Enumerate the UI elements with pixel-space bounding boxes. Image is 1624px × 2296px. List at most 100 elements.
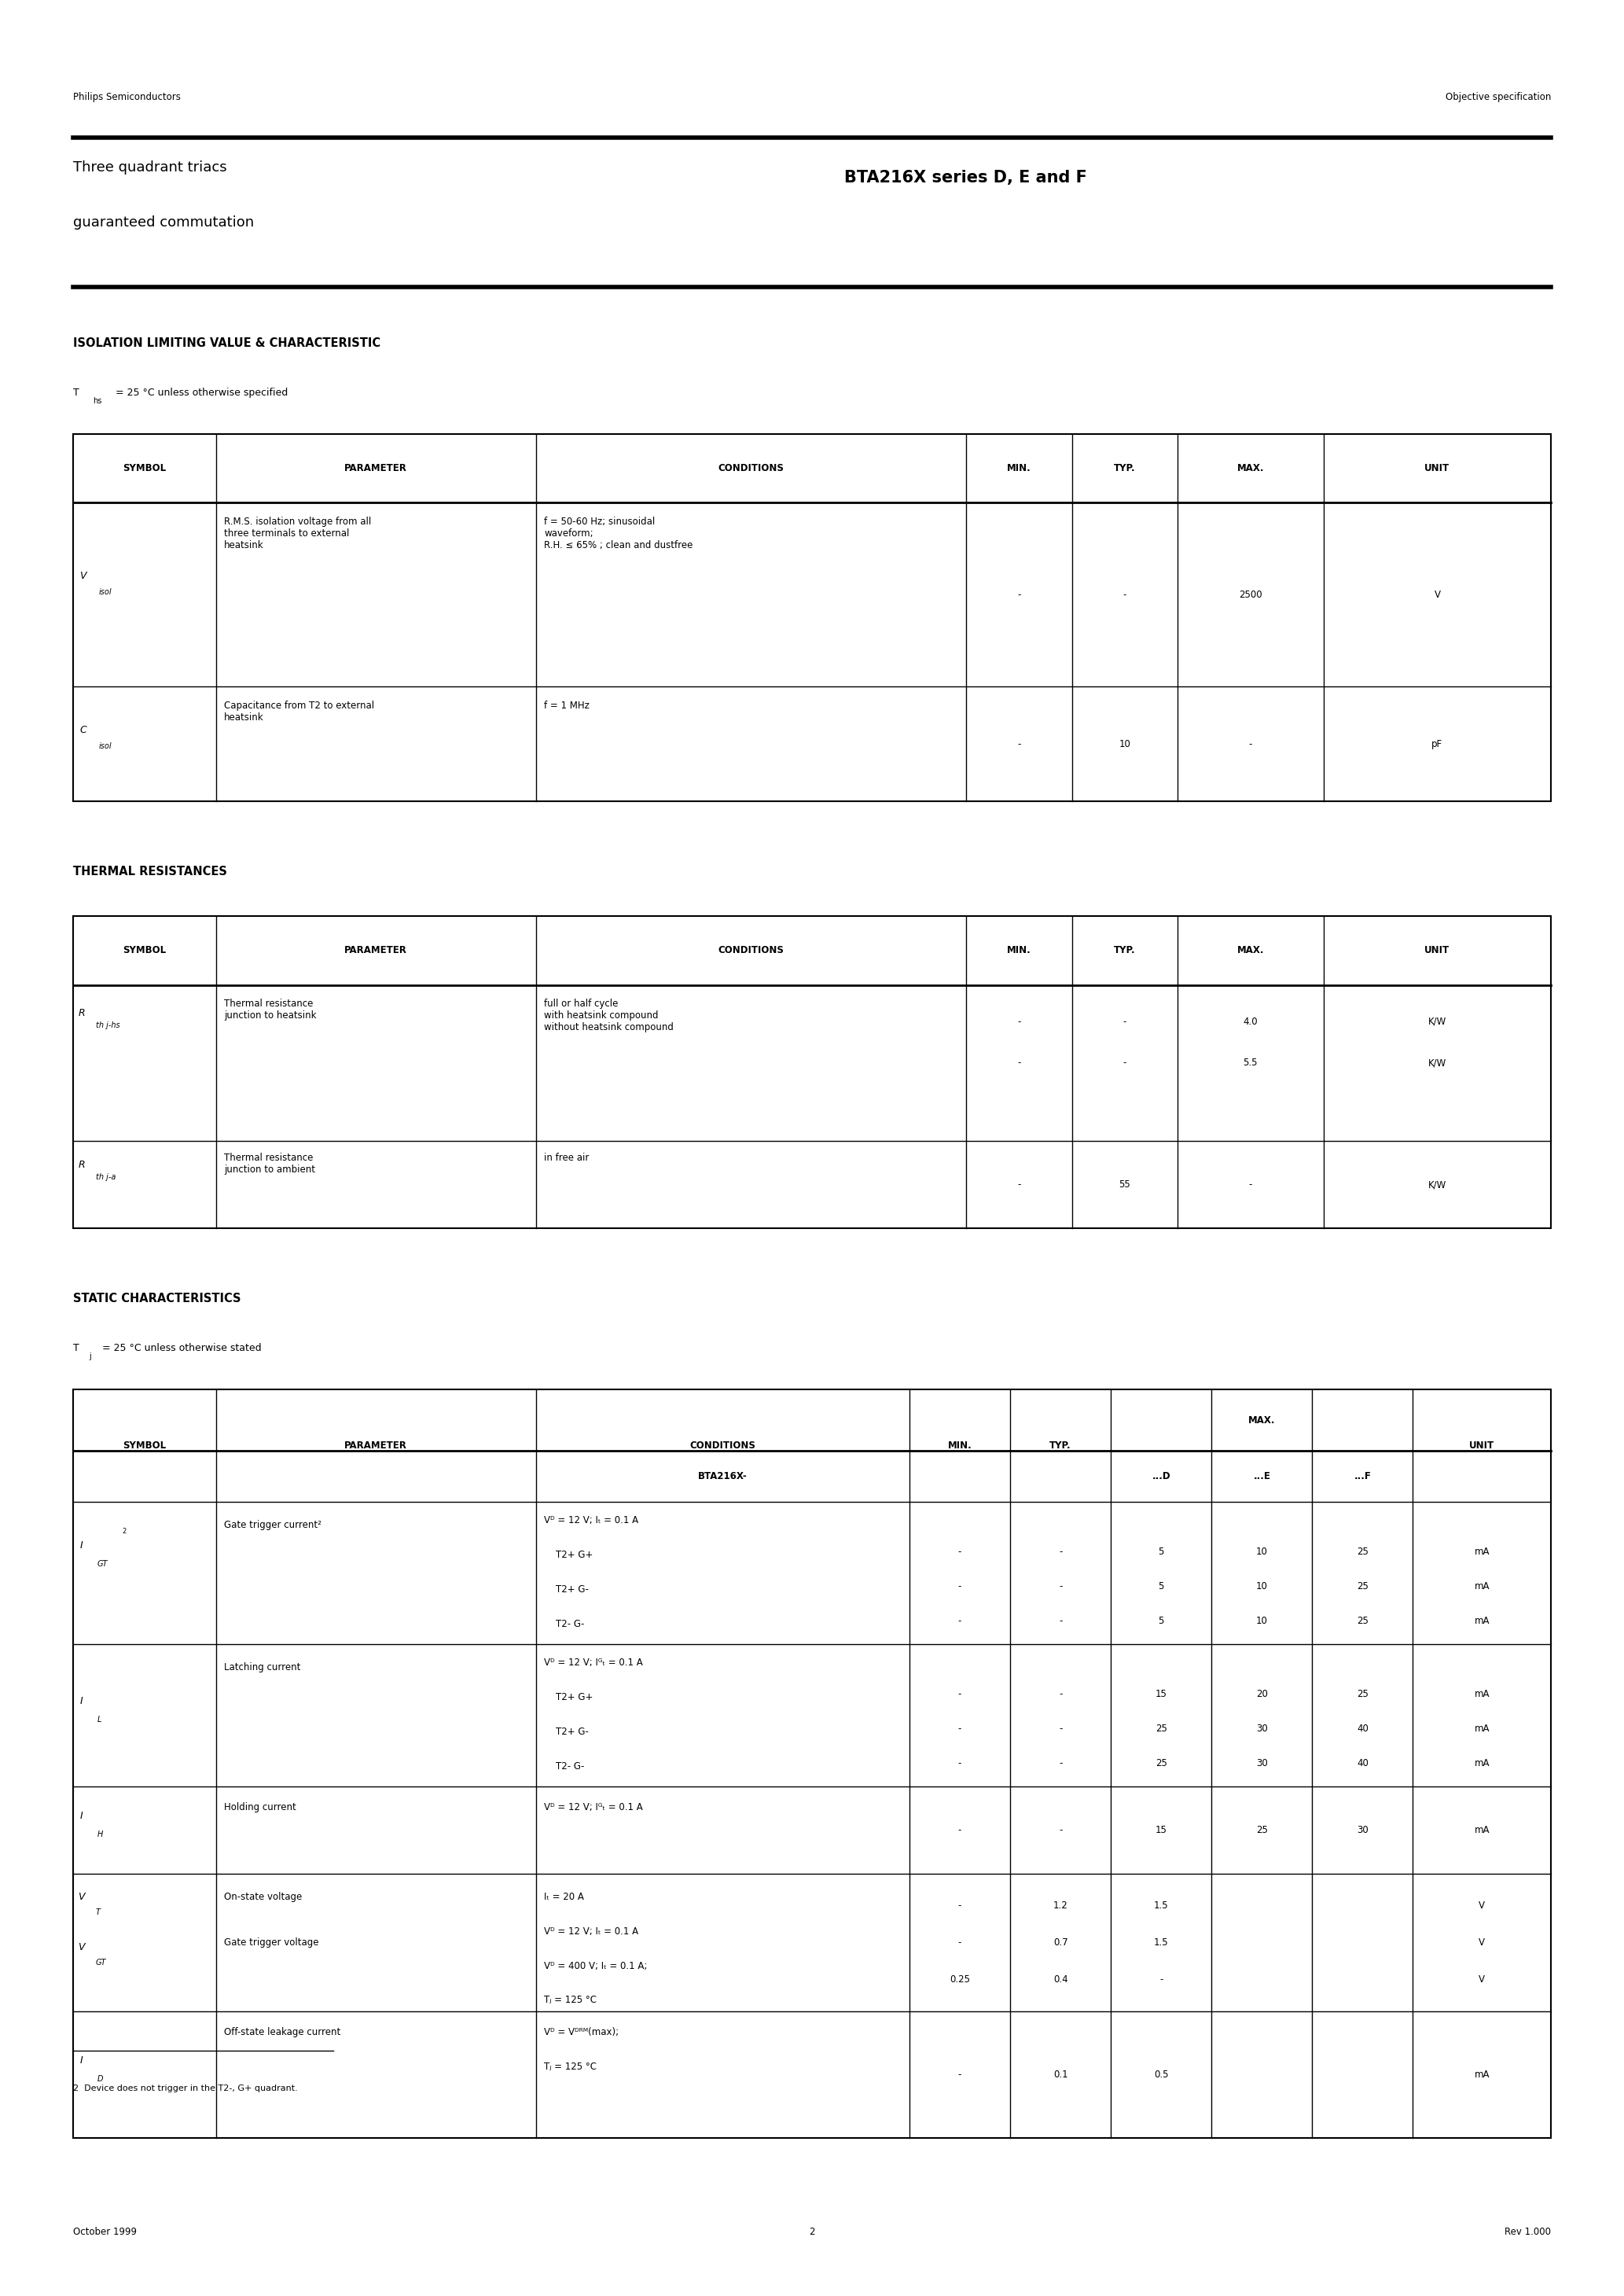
Text: 25: 25 [1356, 1582, 1369, 1591]
Text: Tⱼ = 125 °C: Tⱼ = 125 °C [544, 1995, 596, 2004]
Text: On-state voltage: On-state voltage [224, 1892, 302, 1901]
Text: 25: 25 [1255, 1825, 1268, 1835]
Text: T: T [73, 1343, 80, 1352]
Text: -: - [1017, 1180, 1021, 1189]
Text: K/W: K/W [1427, 1180, 1447, 1189]
Text: V: V [78, 1892, 84, 1901]
Text: T2+ G-: T2+ G- [544, 1584, 590, 1593]
Text: BTA216X series D, E and F: BTA216X series D, E and F [844, 170, 1088, 186]
Text: 4.0: 4.0 [1242, 1017, 1259, 1026]
Text: CONDITIONS: CONDITIONS [718, 946, 784, 955]
Text: SYMBOL: SYMBOL [123, 464, 166, 473]
Text: C: C [80, 726, 86, 735]
Text: ...F: ...F [1354, 1472, 1371, 1481]
Text: MIN.: MIN. [1007, 946, 1031, 955]
Text: -: - [958, 1582, 961, 1591]
Text: Iₜ = 20 A: Iₜ = 20 A [544, 1892, 585, 1901]
Text: in free air: in free air [544, 1153, 590, 1162]
Text: -: - [1249, 739, 1252, 748]
Text: Off-state leakage current: Off-state leakage current [224, 2027, 341, 2037]
Text: 10: 10 [1255, 1616, 1268, 1626]
Text: Vᴰ = 400 V; Iₜ = 0.1 A;: Vᴰ = 400 V; Iₜ = 0.1 A; [544, 1961, 648, 1970]
Text: -: - [958, 2069, 961, 2080]
Text: R.M.S. isolation voltage from all
three terminals to external
heatsink: R.M.S. isolation voltage from all three … [224, 517, 372, 551]
Text: Philips Semiconductors: Philips Semiconductors [73, 92, 180, 101]
Text: = 25 °C unless otherwise stated: = 25 °C unless otherwise stated [102, 1343, 261, 1352]
Text: GT: GT [97, 1559, 109, 1568]
Text: guaranteed commutation: guaranteed commutation [73, 216, 253, 230]
Text: Objective specification: Objective specification [1445, 92, 1551, 101]
Text: 2: 2 [809, 2227, 815, 2236]
Text: mA: mA [1475, 1690, 1489, 1699]
Text: 0.4: 0.4 [1052, 1975, 1069, 1984]
Text: -: - [1059, 1724, 1062, 1733]
Text: T2- G-: T2- G- [544, 1761, 585, 1770]
Text: pF: pF [1432, 739, 1442, 748]
Text: T2+ G+: T2+ G+ [544, 1692, 593, 1701]
Text: -: - [958, 1901, 961, 1910]
Text: 15: 15 [1155, 1825, 1168, 1835]
Text: I: I [80, 1541, 83, 1550]
Text: K/W: K/W [1427, 1058, 1447, 1068]
Text: Vᴰ = 12 V; Iᴳₜ = 0.1 A: Vᴰ = 12 V; Iᴳₜ = 0.1 A [544, 1658, 643, 1667]
Text: -: - [958, 1825, 961, 1835]
Text: -: - [1059, 1825, 1062, 1835]
Text: f = 1 MHz: f = 1 MHz [544, 700, 590, 709]
Text: -: - [958, 1759, 961, 1768]
Text: Vᴰ = 12 V; Iₜ = 0.1 A: Vᴰ = 12 V; Iₜ = 0.1 A [544, 1515, 638, 1525]
Text: 1.2: 1.2 [1052, 1901, 1069, 1910]
Text: 0.7: 0.7 [1052, 1938, 1069, 1947]
Text: MAX.: MAX. [1249, 1414, 1275, 1426]
Text: 15: 15 [1155, 1690, 1168, 1699]
Text: ...D: ...D [1151, 1472, 1171, 1481]
Text: ISOLATION LIMITING VALUE & CHARACTERISTIC: ISOLATION LIMITING VALUE & CHARACTERISTI… [73, 338, 380, 349]
Text: Vᴰ = 12 V; Iᴳₜ = 0.1 A: Vᴰ = 12 V; Iᴳₜ = 0.1 A [544, 1802, 643, 1812]
Text: 55: 55 [1119, 1180, 1130, 1189]
Text: T2- G-: T2- G- [544, 1619, 585, 1628]
Text: -: - [1249, 1180, 1252, 1189]
Text: 25: 25 [1356, 1548, 1369, 1557]
Text: T2+ G-: T2+ G- [544, 1727, 590, 1736]
Text: mA: mA [1475, 1616, 1489, 1626]
Bar [73, 434, 1551, 801]
Text: T2+ G+: T2+ G+ [544, 1550, 593, 1559]
Text: K/W: K/W [1427, 1017, 1447, 1026]
Text: I: I [80, 2055, 83, 2066]
Text: PARAMETER: PARAMETER [344, 464, 408, 473]
Text: STATIC CHARACTERISTICS: STATIC CHARACTERISTICS [73, 1293, 240, 1304]
Text: MAX.: MAX. [1237, 946, 1263, 955]
Text: MIN.: MIN. [1007, 464, 1031, 473]
Text: th j-hs: th j-hs [96, 1022, 120, 1029]
Text: = 25 °C unless otherwise specified: = 25 °C unless otherwise specified [115, 388, 287, 397]
Text: -: - [1059, 1582, 1062, 1591]
Text: full or half cycle
with heatsink compound
without heatsink compound: full or half cycle with heatsink compoun… [544, 999, 674, 1033]
Bar [73, 916, 1551, 1228]
Text: -: - [1017, 1058, 1021, 1068]
Text: R: R [78, 1008, 84, 1017]
Text: -: - [1059, 1616, 1062, 1626]
Text: Holding current: Holding current [224, 1802, 296, 1812]
Text: Capacitance from T2 to external
heatsink: Capacitance from T2 to external heatsink [224, 700, 375, 723]
Text: 25: 25 [1356, 1690, 1369, 1699]
Text: L: L [97, 1715, 102, 1724]
Text: Tⱼ = 125 °C: Tⱼ = 125 °C [544, 2062, 596, 2071]
Text: 0.1: 0.1 [1052, 2069, 1069, 2080]
Text: 2  Device does not trigger in the T2-, G+ quadrant.: 2 Device does not trigger in the T2-, G+… [73, 2085, 297, 2092]
Text: Gate trigger voltage: Gate trigger voltage [224, 1938, 318, 1947]
Text: -: - [958, 1616, 961, 1626]
Text: 40: 40 [1356, 1724, 1369, 1733]
Text: th j-a: th j-a [96, 1173, 115, 1180]
Text: -: - [1122, 590, 1127, 599]
Text: -: - [1059, 1548, 1062, 1557]
Text: 25: 25 [1155, 1759, 1168, 1768]
Text: Latching current: Latching current [224, 1662, 300, 1671]
Text: 2: 2 [122, 1527, 127, 1536]
Text: V: V [78, 1942, 84, 1952]
Text: Vᴰ = 12 V; Iₜ = 0.1 A: Vᴰ = 12 V; Iₜ = 0.1 A [544, 1926, 638, 1936]
Text: October 1999: October 1999 [73, 2227, 136, 2236]
Text: 1.5: 1.5 [1153, 1901, 1169, 1910]
Text: j: j [89, 1352, 91, 1359]
Text: 30: 30 [1255, 1759, 1268, 1768]
Text: -: - [1122, 1017, 1127, 1026]
Text: -: - [1017, 590, 1021, 599]
